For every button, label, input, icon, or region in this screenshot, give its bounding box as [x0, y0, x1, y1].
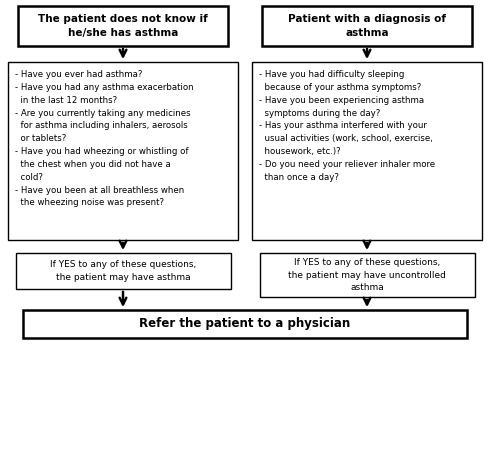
FancyBboxPatch shape — [16, 253, 230, 289]
Text: - Have you ever had asthma?
- Have you had any asthma exacerbation
  in the last: - Have you ever had asthma? - Have you h… — [15, 70, 194, 207]
Text: - Have you had difficulty sleeping
  because of your asthma symptoms?
- Have you: - Have you had difficulty sleeping becau… — [259, 70, 435, 182]
FancyBboxPatch shape — [8, 62, 238, 240]
FancyBboxPatch shape — [252, 62, 482, 240]
Text: Refer the patient to a physician: Refer the patient to a physician — [139, 317, 351, 331]
Text: The patient does not know if
he/she has asthma: The patient does not know if he/she has … — [38, 14, 208, 38]
Text: If YES to any of these questions,
the patient may have uncontrolled
asthma: If YES to any of these questions, the pa… — [288, 258, 446, 292]
Text: Patient with a diagnosis of
asthma: Patient with a diagnosis of asthma — [288, 14, 446, 38]
FancyBboxPatch shape — [23, 310, 467, 338]
FancyBboxPatch shape — [260, 253, 474, 297]
FancyBboxPatch shape — [18, 6, 228, 46]
FancyBboxPatch shape — [262, 6, 472, 46]
Text: If YES to any of these questions,
the patient may have asthma: If YES to any of these questions, the pa… — [50, 260, 196, 282]
